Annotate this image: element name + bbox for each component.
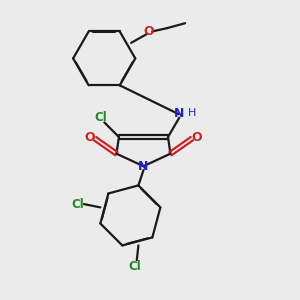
- Text: O: O: [144, 25, 154, 38]
- Text: Cl: Cl: [129, 260, 142, 273]
- Text: N: N: [138, 160, 148, 173]
- Text: O: O: [191, 130, 202, 143]
- Text: Cl: Cl: [71, 198, 84, 211]
- Text: N: N: [173, 106, 184, 120]
- Text: Cl: Cl: [95, 111, 107, 124]
- Text: H: H: [188, 108, 196, 118]
- Text: O: O: [85, 130, 95, 143]
